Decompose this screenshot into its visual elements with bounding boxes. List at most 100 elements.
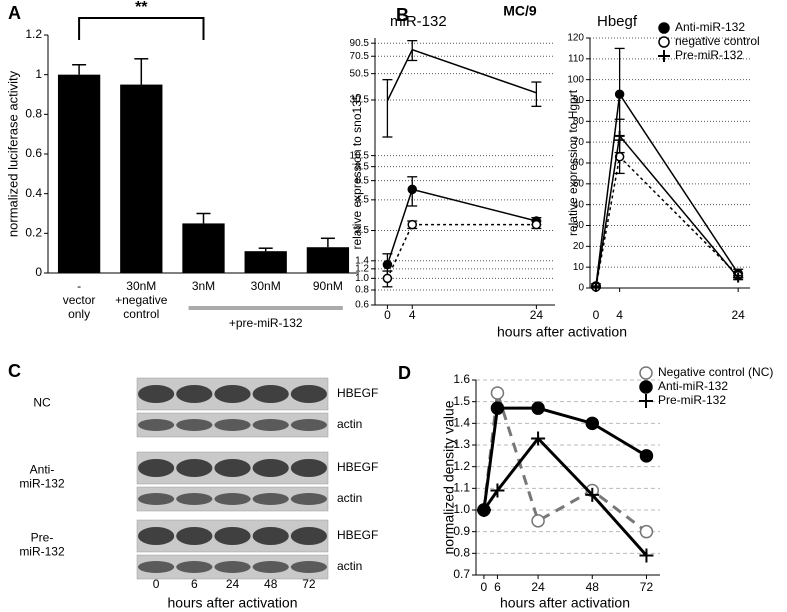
x-axis-label: hours after activation [168,595,298,611]
y-tick-label: 0.8 [25,107,42,121]
band-label: HBEGF [337,528,378,542]
series-line [386,223,537,279]
y-tick-label: 1.2 [355,263,369,274]
series-line [595,92,739,287]
blot-band [176,385,213,403]
legend-label: negative control [675,34,760,48]
y-tick-label: 60 [573,158,585,169]
x-tick-label: 0 [481,580,488,594]
bar [57,74,101,274]
panel-label: B [396,5,409,25]
y-tick-label: 8.5 [355,161,369,172]
blot-band [138,459,175,477]
error-bar [72,64,87,75]
band-label: actin [337,559,362,573]
marker [585,416,600,431]
marker [639,449,654,463]
marker [639,394,653,408]
y-tick-label: 0.6 [355,300,369,311]
error-bar [382,79,393,138]
legend-label: Anti-miR-132 [658,379,728,393]
bar [120,84,163,273]
x-tick-label: 0 [384,308,391,322]
blot-band [138,493,175,505]
error-bar [258,247,273,252]
panel-label: D [398,363,411,383]
panel-title: MC/9 [503,3,537,19]
lane-label: 24 [226,577,240,591]
y-tick-label: 0.9 [453,524,470,538]
y-tick-label: 10.5 [350,150,370,161]
blot-band [176,419,213,431]
y-tick-label: 1.2 [25,27,42,41]
y-tick-label: 2.5 [355,225,369,236]
blot-band [138,561,175,573]
blot-band [252,385,289,403]
blot-band [290,561,327,573]
row-label: Pre- [31,531,54,545]
band-label: actin [337,417,362,431]
blot-band [176,459,213,477]
x-tick-label: only [68,307,90,321]
y-tick-label: 100 [567,74,584,85]
y-axis-label: relative expression to sno135 [350,93,364,249]
legend-label: Pre-miR-132 [658,393,726,407]
blot-band [290,419,327,431]
chart-title: Hbegf [597,13,638,30]
marker [639,380,653,394]
y-tick-label: 1.4 [355,255,369,266]
marker [531,431,546,446]
legend-label: Pre-miR-132 [675,48,743,62]
y-tick-label: 30 [573,220,585,231]
y-tick-label: 50.5 [350,68,370,79]
y-tick-label: 10 [573,262,585,273]
blot-band [214,385,251,403]
blot-band [214,419,251,431]
x-tick-label: 48 [586,580,600,594]
marker [476,503,491,517]
blot-band [138,385,175,403]
lane-label: 72 [302,577,316,591]
y-tick-label: 1.6 [453,372,470,386]
panel-label: A [8,3,21,23]
x-axis-label: hours after activation [497,324,627,340]
blot-band [252,561,289,573]
marker [590,281,601,292]
blot-band [290,493,327,505]
blot-band [252,493,289,505]
blot-band [214,527,251,545]
x-tick-label: 4 [409,308,416,322]
marker [658,22,670,34]
legend-label: Negative control (NC) [658,365,773,379]
y-tick-label: 1.3 [453,437,470,451]
x-tick-label: 0 [593,308,600,322]
y-tick-label: 110 [568,53,584,64]
marker [639,548,654,563]
x-tick-label: control [123,307,159,321]
blot-band [176,527,213,545]
y-tick-label: 90.5 [350,38,370,49]
y-tick-label: 30.5 [350,95,370,106]
x-tick-label: 4 [616,308,623,322]
y-tick-label: 0.8 [355,285,369,296]
y-tick-label: 70 [573,137,585,148]
marker [490,401,505,415]
y-tick-label: 50 [573,178,585,189]
y-tick-label: 1.2 [453,459,470,473]
y-tick-label: 0.8 [453,546,470,560]
row-label: miR-132 [19,477,65,491]
marker [382,273,393,284]
bar [244,251,287,273]
marker [531,219,542,230]
blot-band [252,419,289,431]
y-tick-label: 1.1 [453,481,470,495]
y-tick-label: 1.5 [453,394,470,408]
y-axis-label: normalized density value [441,400,457,554]
x-tick-label: 30nM [126,279,156,293]
error-bar [196,212,211,224]
y-tick-label: 0 [35,265,42,279]
marker [531,514,545,528]
x-tick-label: 24 [731,308,745,322]
